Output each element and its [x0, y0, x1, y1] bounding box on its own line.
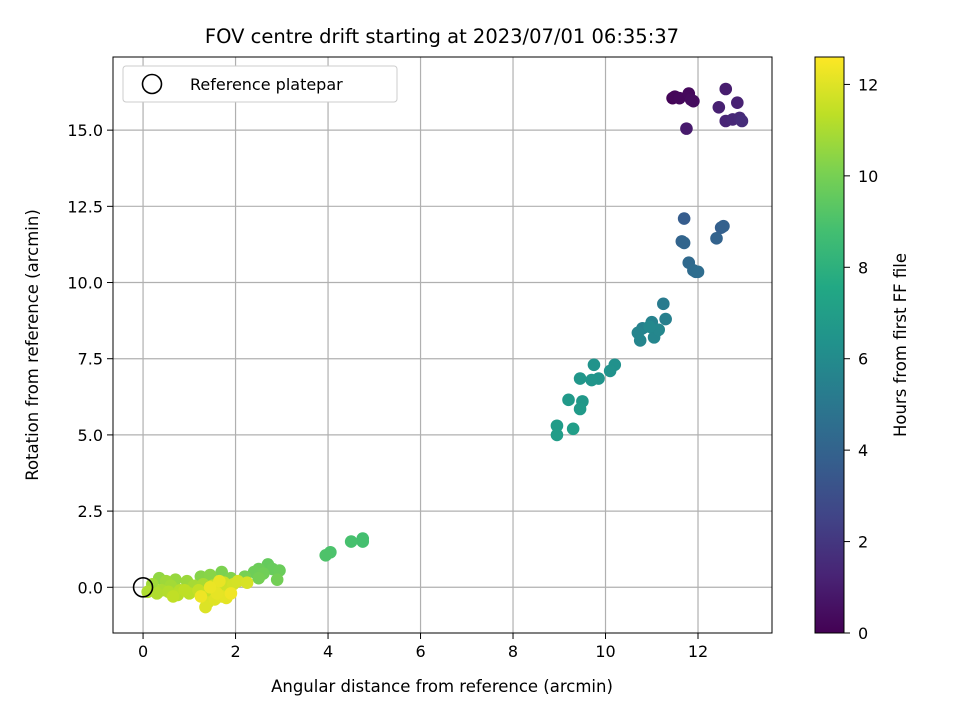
data-point: [194, 590, 208, 603]
colorbar-tick-label: 10: [858, 167, 878, 186]
x-tick-label: 2: [230, 642, 240, 661]
y-tick-label: 10.0: [67, 274, 103, 293]
reference-point: [132, 576, 154, 598]
data-point: [710, 232, 723, 245]
data-point: [659, 312, 672, 326]
data-point: [677, 212, 691, 225]
x-tick-label: 6: [415, 642, 425, 661]
reference-marker: [132, 576, 154, 598]
data-point: [166, 590, 180, 603]
colorbar-tick-label: 4: [858, 441, 868, 460]
data-point: [603, 364, 617, 378]
data-point: [203, 580, 217, 594]
colorbar-label: Hours from first FF file: [891, 253, 910, 437]
data-point: [573, 372, 587, 385]
colorbar: 0 2 4 6 8 10 12 Hours from first FF file: [814, 56, 910, 643]
data-point: [203, 568, 217, 582]
data-point: [141, 585, 154, 599]
x-tick-label: 4: [323, 642, 333, 661]
data-point: [231, 574, 245, 588]
data-point: [240, 576, 254, 590]
x-tick-label: 0: [138, 642, 148, 661]
data-point: [344, 535, 358, 548]
data-point: [150, 587, 164, 600]
data-point: [550, 419, 564, 433]
y-tick-label: 15.0: [67, 121, 103, 140]
data-point: [633, 334, 647, 347]
data-point: [252, 571, 265, 585]
x-axis-ticks: 0 2 4 6 8 10 12: [138, 633, 708, 661]
y-tick-label: 7.5: [78, 350, 103, 369]
data-point: [657, 297, 670, 311]
colorbar-gradient: [814, 56, 845, 634]
data-point: [585, 373, 598, 387]
x-axis-label: Angular distance from reference (arcmin): [271, 677, 613, 696]
data-point: [319, 548, 333, 562]
data-point: [719, 82, 733, 96]
y-axis-label: Rotation from reference (arcmin): [23, 209, 42, 481]
data-point: [566, 422, 580, 436]
data-point: [731, 96, 744, 110]
data-point: [356, 535, 370, 548]
data-points: [141, 82, 749, 614]
data-point: [562, 393, 575, 407]
y-tick-label: 5.0: [78, 426, 103, 445]
data-point: [687, 94, 700, 108]
colorbar-tick-label: 2: [858, 533, 868, 552]
x-tick-label: 12: [688, 642, 708, 661]
data-point: [691, 265, 705, 279]
colorbar-tick-label: 6: [858, 350, 868, 369]
data-point: [587, 358, 601, 372]
legend: Reference platepar: [122, 65, 398, 103]
colorbar-tick-label: 12: [858, 75, 878, 94]
data-point: [643, 320, 656, 334]
y-tick-label: 0.0: [78, 578, 103, 597]
data-point: [735, 114, 749, 128]
data-point: [224, 587, 238, 600]
data-point: [199, 600, 212, 614]
data-point: [712, 100, 726, 114]
y-axis-ticks: 0.0 2.5 5.0 7.5 10.0 12.5 15.0: [67, 121, 113, 597]
data-point: [270, 573, 284, 586]
data-point: [213, 574, 226, 588]
y-tick-label: 12.5: [67, 197, 103, 216]
legend-open-circle-icon: [141, 73, 163, 95]
data-point: [680, 122, 693, 135]
data-point: [550, 428, 564, 442]
x-tick-label: 8: [508, 642, 518, 661]
colorbar-tick-label: 0: [858, 624, 868, 643]
data-point: [178, 584, 191, 597]
y-tick-label: 2.5: [78, 502, 103, 521]
plot-frame: [112, 56, 773, 634]
x-tick-label: 10: [595, 642, 615, 661]
data-point: [573, 402, 587, 416]
data-point: [677, 236, 691, 250]
colorbar-tick-label: 8: [858, 258, 868, 277]
legend-box: [122, 65, 398, 103]
legend-entry-label: Reference platepar: [190, 75, 343, 94]
grid-lines: [113, 57, 772, 633]
chart-title: FOV centre drift starting at 2023/07/01 …: [205, 25, 679, 48]
data-point: [717, 219, 730, 233]
colorbar-ticks: 0 2 4 6 8 10 12: [844, 75, 878, 643]
